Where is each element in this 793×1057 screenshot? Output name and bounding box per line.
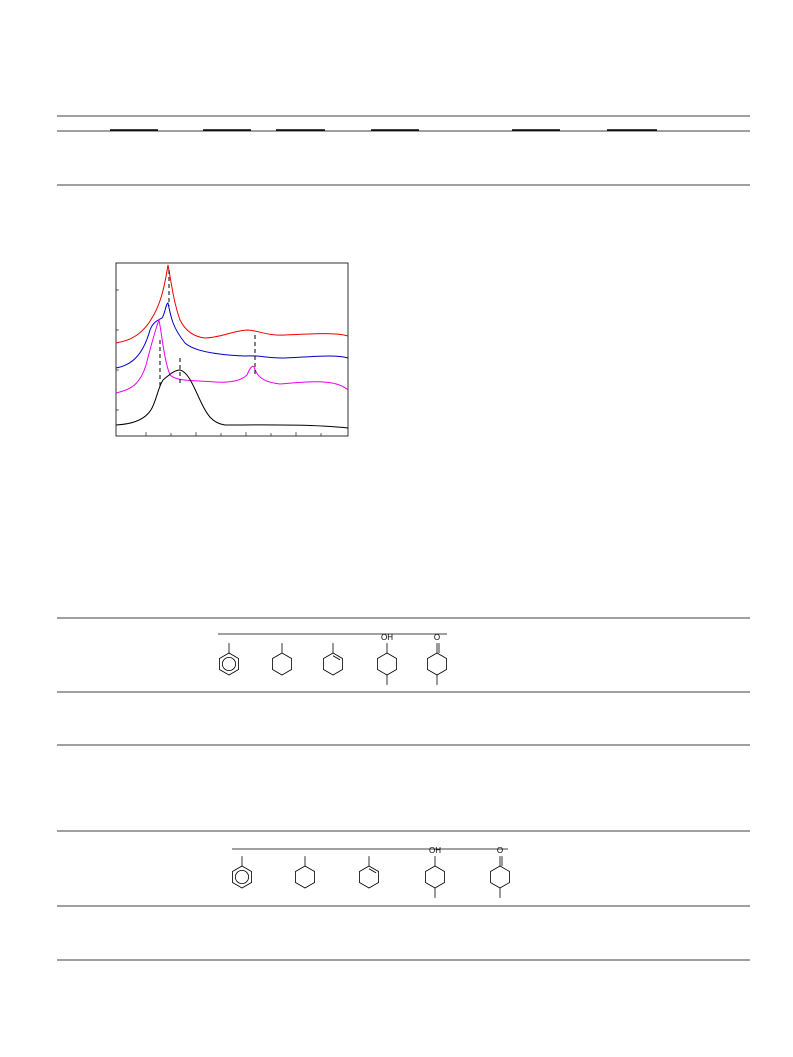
atom-label: O	[434, 633, 440, 642]
double-bond	[332, 655, 341, 661]
spectrum-curve	[115, 369, 349, 429]
ring	[232, 865, 252, 889]
table-2: OH O	[57, 617, 750, 746]
structures: OH O	[219, 633, 447, 685]
atom-label: O	[497, 846, 503, 855]
table-3: OH O	[57, 830, 750, 961]
ring	[359, 865, 379, 889]
ring	[427, 652, 447, 676]
table-1	[57, 115, 750, 186]
double-bond	[368, 868, 377, 874]
structures: OH O	[232, 846, 510, 898]
peak-markers	[159, 270, 256, 386]
atom-label: OH	[429, 846, 441, 855]
plot-frame	[115, 262, 349, 437]
spectrum-curve	[115, 264, 349, 344]
spectrum-figure	[115, 262, 349, 437]
ring	[425, 865, 445, 889]
ring	[295, 865, 315, 889]
atom-label: OH	[381, 633, 393, 642]
ring	[272, 652, 292, 676]
aromatic-ring	[221, 657, 236, 672]
spectrum-curve	[115, 318, 349, 394]
ring	[377, 652, 397, 676]
ring	[490, 865, 510, 889]
frame-ticks	[116, 289, 322, 436]
ring	[219, 652, 239, 676]
ring	[323, 652, 343, 676]
spectrum-curve	[115, 302, 349, 369]
aromatic-ring	[234, 870, 249, 885]
